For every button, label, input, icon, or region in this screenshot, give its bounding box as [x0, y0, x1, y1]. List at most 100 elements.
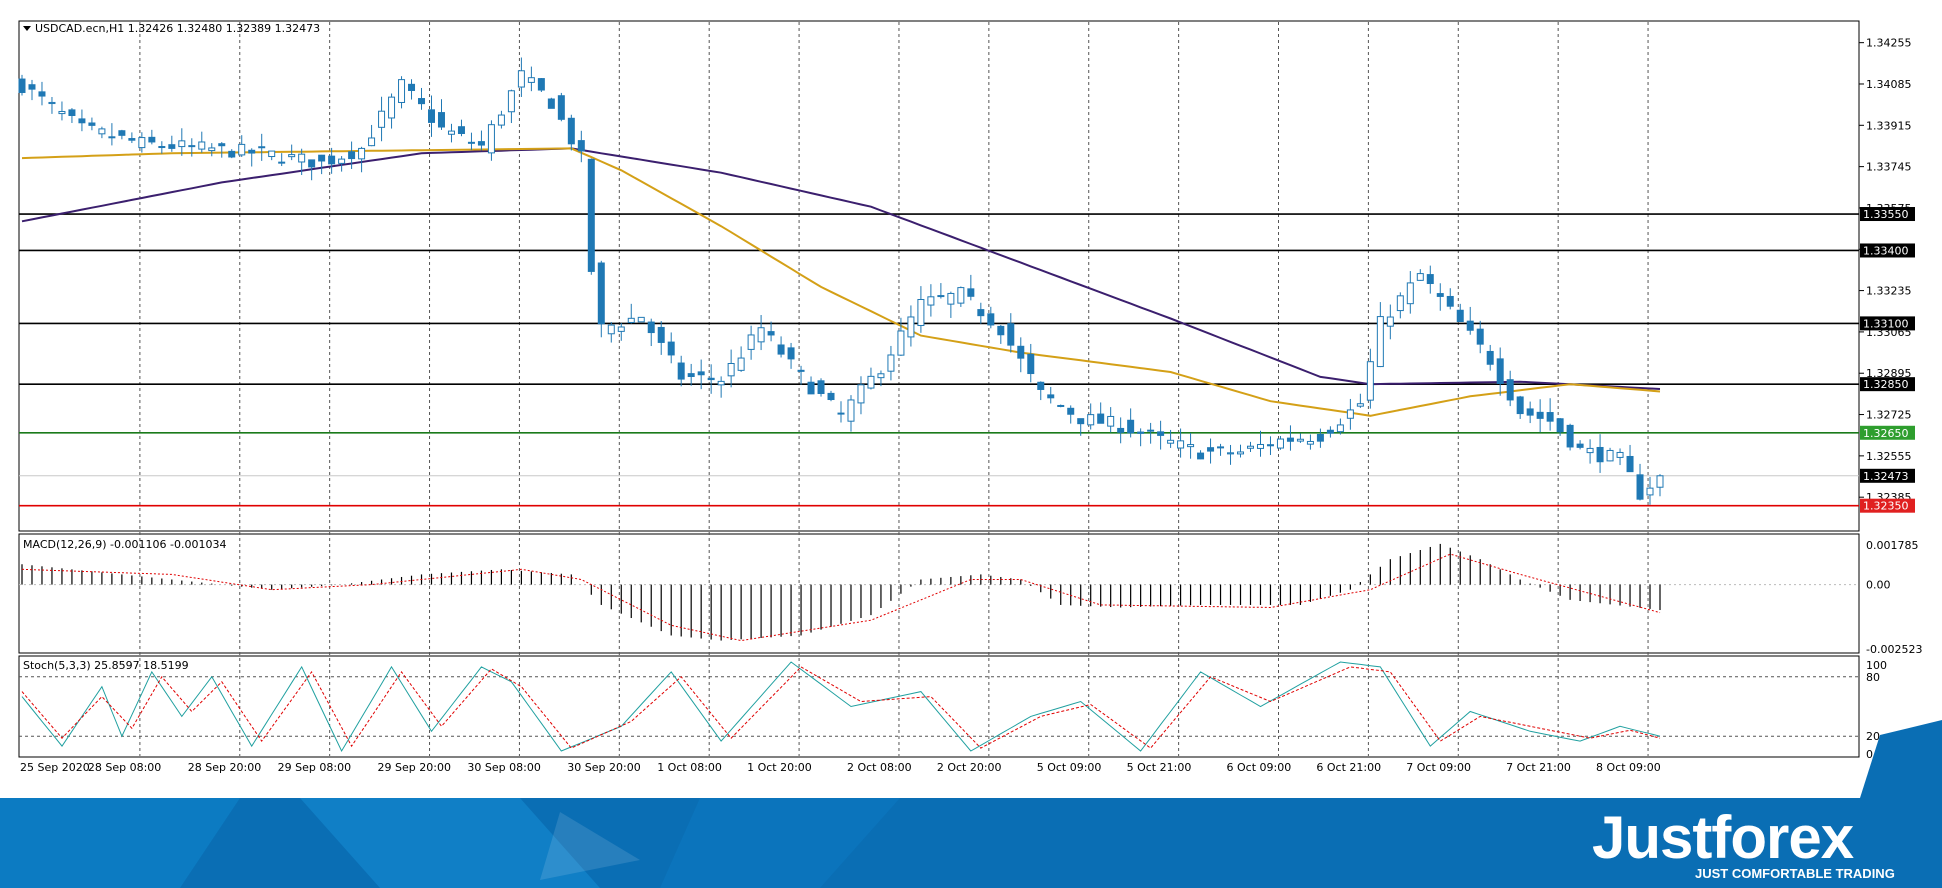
candle-body: [268, 150, 276, 158]
candle-body: [607, 324, 615, 335]
candle-body: [1067, 407, 1075, 415]
candle-body: [1456, 309, 1464, 323]
candle-body: [977, 309, 985, 317]
candle-body: [1576, 443, 1584, 448]
brand-decor-4: [660, 798, 900, 888]
candle-body: [497, 114, 505, 126]
candle-body: [637, 316, 645, 323]
candle-body: [1306, 440, 1314, 445]
brand-tagline: JUST COMFORTABLE TRADING: [1695, 866, 1895, 881]
candle-body: [887, 354, 895, 372]
candle-body: [88, 122, 96, 126]
symbol-dropdown-icon[interactable]: [23, 26, 31, 31]
time-axis-label: 6 Oct 21:00: [1316, 761, 1381, 774]
candle-body: [158, 146, 166, 149]
candle-body: [1117, 427, 1125, 433]
stoch-pane-frame: [18, 655, 1860, 758]
price-tick-label: 1.32725: [1866, 409, 1912, 422]
price-tag-bg: [1860, 498, 1915, 513]
macd-pane-header: MACD(12,26,9) -0.001106 -0.001034: [23, 538, 226, 551]
time-axis-label: 8 Oct 09:00: [1596, 761, 1661, 774]
brand-decor-3: [540, 812, 640, 880]
macd-tick-label: 0.001785: [1866, 539, 1919, 552]
candle-body: [298, 153, 306, 163]
candle-body: [757, 327, 765, 343]
candle-body: [767, 331, 775, 336]
price-tag-label: 1.32850: [1863, 378, 1909, 391]
candle-body: [597, 262, 605, 325]
candle-body: [1047, 394, 1055, 399]
candle-body: [1516, 396, 1524, 415]
candle-body: [178, 140, 186, 148]
candle-body: [817, 380, 825, 395]
candle-body: [1366, 361, 1374, 401]
candle-body: [697, 371, 705, 376]
candle-body: [1107, 415, 1115, 427]
brand-decor-5: [1860, 720, 1942, 798]
time-axis-label: 30 Sep 08:00: [467, 761, 540, 774]
candle-body: [218, 143, 226, 147]
candle-body: [847, 399, 855, 422]
candle-body: [1227, 452, 1235, 455]
time-axis-label: 30 Sep 20:00: [567, 761, 640, 774]
price-tick-label: 1.34085: [1866, 78, 1912, 91]
candle-body: [1416, 273, 1424, 281]
candle-body: [457, 126, 465, 134]
candle-body: [1496, 358, 1504, 384]
candle-body: [148, 136, 156, 143]
candle-body: [418, 98, 426, 105]
candle-body: [1007, 323, 1015, 346]
candle-body: [338, 158, 346, 164]
candle-body: [118, 130, 126, 136]
macd-tick-label: -0.002523: [1866, 643, 1922, 656]
candle-body: [877, 373, 885, 379]
candle-body: [388, 96, 396, 119]
candle-body: [1237, 451, 1245, 455]
candle-body: [1436, 293, 1444, 297]
candle-body: [787, 347, 795, 360]
candle-body: [947, 292, 955, 305]
candle-body: [1037, 381, 1045, 390]
candle-body: [1626, 455, 1634, 473]
candle-body: [1177, 440, 1185, 449]
candle-body: [1027, 353, 1035, 375]
candle-body: [1546, 412, 1554, 422]
time-axis-label: 25 Sep 2020: [20, 761, 90, 774]
candle-body: [1466, 320, 1474, 331]
time-axis-label: 5 Oct 09:00: [1037, 761, 1102, 774]
candle-body: [1057, 404, 1065, 407]
candle-body: [937, 295, 945, 298]
candle-body: [348, 151, 356, 160]
candle-body: [1147, 429, 1155, 432]
candle-body: [867, 375, 875, 389]
candle-body: [717, 380, 725, 386]
stoch-tick-label: 0: [1866, 748, 1873, 761]
price-tick-label: 1.33915: [1866, 119, 1912, 132]
candle-body: [987, 313, 995, 326]
candle-body: [1167, 439, 1175, 444]
candle-body: [1646, 487, 1654, 496]
candle-body: [428, 109, 435, 123]
price-tag-label: 1.32650: [1863, 427, 1909, 440]
brand-decor-2: [300, 798, 600, 888]
candle-body: [238, 143, 246, 156]
price-tag-bg: [1860, 243, 1915, 258]
candle-body: [1376, 316, 1384, 368]
candle-body: [1526, 408, 1534, 416]
moving-averages: [21, 147, 1661, 417]
candle-body: [48, 101, 56, 105]
candle-body: [857, 384, 865, 404]
candle-body: [1087, 414, 1095, 426]
candle-body: [408, 83, 416, 91]
candle-body: [318, 154, 326, 162]
candle-body: [1536, 411, 1544, 419]
candle-body: [1247, 445, 1254, 449]
candle-body: [28, 84, 36, 90]
candle-body: [727, 363, 735, 377]
candle-body: [398, 79, 406, 103]
candle-body: [527, 77, 535, 83]
stoch-tick-label: 100: [1866, 659, 1887, 672]
candle-body: [797, 369, 805, 372]
candle-body: [677, 362, 685, 380]
